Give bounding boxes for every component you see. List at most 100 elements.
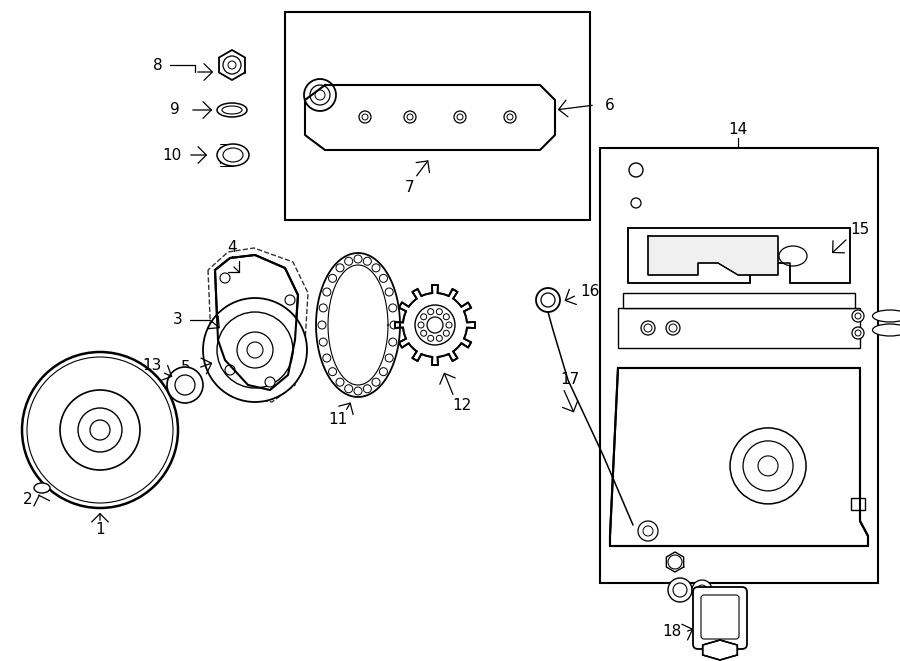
Circle shape: [45, 375, 155, 485]
Circle shape: [228, 61, 236, 69]
Bar: [600, 148, 878, 583]
Circle shape: [90, 420, 110, 440]
Circle shape: [669, 324, 677, 332]
Circle shape: [643, 526, 653, 536]
Polygon shape: [215, 255, 298, 390]
Text: 18: 18: [662, 625, 681, 639]
Circle shape: [404, 111, 416, 123]
Circle shape: [315, 90, 325, 100]
Ellipse shape: [217, 103, 247, 117]
Circle shape: [78, 408, 122, 452]
Circle shape: [428, 309, 434, 315]
Circle shape: [32, 362, 168, 498]
Bar: [851, 498, 865, 510]
Circle shape: [407, 114, 413, 120]
Polygon shape: [610, 368, 868, 546]
Circle shape: [852, 327, 864, 339]
Circle shape: [697, 585, 707, 595]
Text: 8: 8: [153, 58, 163, 73]
Ellipse shape: [779, 246, 807, 266]
Circle shape: [265, 377, 275, 387]
Circle shape: [385, 354, 393, 362]
Text: 13: 13: [142, 358, 162, 373]
Circle shape: [223, 56, 241, 74]
Ellipse shape: [872, 310, 900, 322]
Circle shape: [504, 111, 516, 123]
Circle shape: [304, 79, 336, 111]
Circle shape: [668, 578, 692, 602]
Circle shape: [536, 288, 560, 312]
Circle shape: [420, 314, 427, 320]
Circle shape: [427, 317, 443, 333]
Text: 5: 5: [181, 360, 191, 375]
Text: 10: 10: [162, 147, 182, 163]
Circle shape: [385, 288, 393, 296]
Circle shape: [285, 295, 295, 305]
Circle shape: [203, 298, 307, 402]
Circle shape: [328, 274, 337, 282]
Text: 1: 1: [95, 522, 104, 537]
Circle shape: [354, 255, 362, 263]
Polygon shape: [703, 640, 737, 660]
FancyBboxPatch shape: [693, 587, 747, 649]
Circle shape: [428, 335, 434, 341]
Text: 12: 12: [453, 397, 472, 412]
Ellipse shape: [223, 148, 243, 162]
Text: 6: 6: [605, 98, 615, 112]
Circle shape: [629, 163, 643, 177]
Circle shape: [507, 114, 513, 120]
Circle shape: [323, 354, 331, 362]
Ellipse shape: [222, 106, 242, 114]
Text: 11: 11: [328, 412, 347, 428]
Ellipse shape: [872, 324, 900, 336]
Circle shape: [631, 198, 641, 208]
Circle shape: [668, 555, 682, 569]
Circle shape: [336, 264, 344, 272]
Circle shape: [318, 321, 326, 329]
Polygon shape: [316, 253, 400, 397]
Circle shape: [418, 322, 424, 328]
Circle shape: [638, 521, 658, 541]
Circle shape: [364, 257, 372, 265]
Polygon shape: [648, 236, 778, 275]
Circle shape: [436, 335, 442, 341]
Polygon shape: [628, 228, 850, 283]
Circle shape: [389, 338, 397, 346]
Circle shape: [444, 314, 449, 320]
Circle shape: [389, 304, 397, 312]
Circle shape: [217, 312, 293, 388]
Circle shape: [541, 293, 555, 307]
Bar: [618, 308, 860, 348]
Circle shape: [60, 390, 140, 470]
Circle shape: [743, 441, 793, 491]
Circle shape: [225, 365, 235, 375]
FancyBboxPatch shape: [701, 595, 739, 639]
Circle shape: [220, 273, 230, 283]
Circle shape: [328, 368, 337, 375]
Circle shape: [320, 338, 328, 346]
Circle shape: [336, 378, 344, 386]
Circle shape: [444, 330, 449, 336]
Text: 15: 15: [850, 223, 869, 237]
Circle shape: [38, 368, 162, 492]
Circle shape: [345, 257, 353, 265]
Ellipse shape: [217, 144, 249, 166]
Circle shape: [310, 85, 330, 105]
Circle shape: [730, 428, 806, 504]
Circle shape: [22, 352, 178, 508]
Text: 4: 4: [227, 241, 237, 256]
Circle shape: [641, 321, 655, 335]
Circle shape: [446, 322, 452, 328]
Bar: [285, 12, 590, 220]
Circle shape: [457, 114, 463, 120]
Circle shape: [247, 342, 263, 358]
Circle shape: [345, 385, 353, 393]
Circle shape: [852, 310, 864, 322]
Circle shape: [167, 367, 203, 403]
Circle shape: [380, 368, 388, 375]
Circle shape: [390, 321, 398, 329]
Circle shape: [436, 309, 442, 315]
Text: 17: 17: [561, 373, 580, 387]
Circle shape: [673, 583, 687, 597]
Circle shape: [420, 330, 427, 336]
